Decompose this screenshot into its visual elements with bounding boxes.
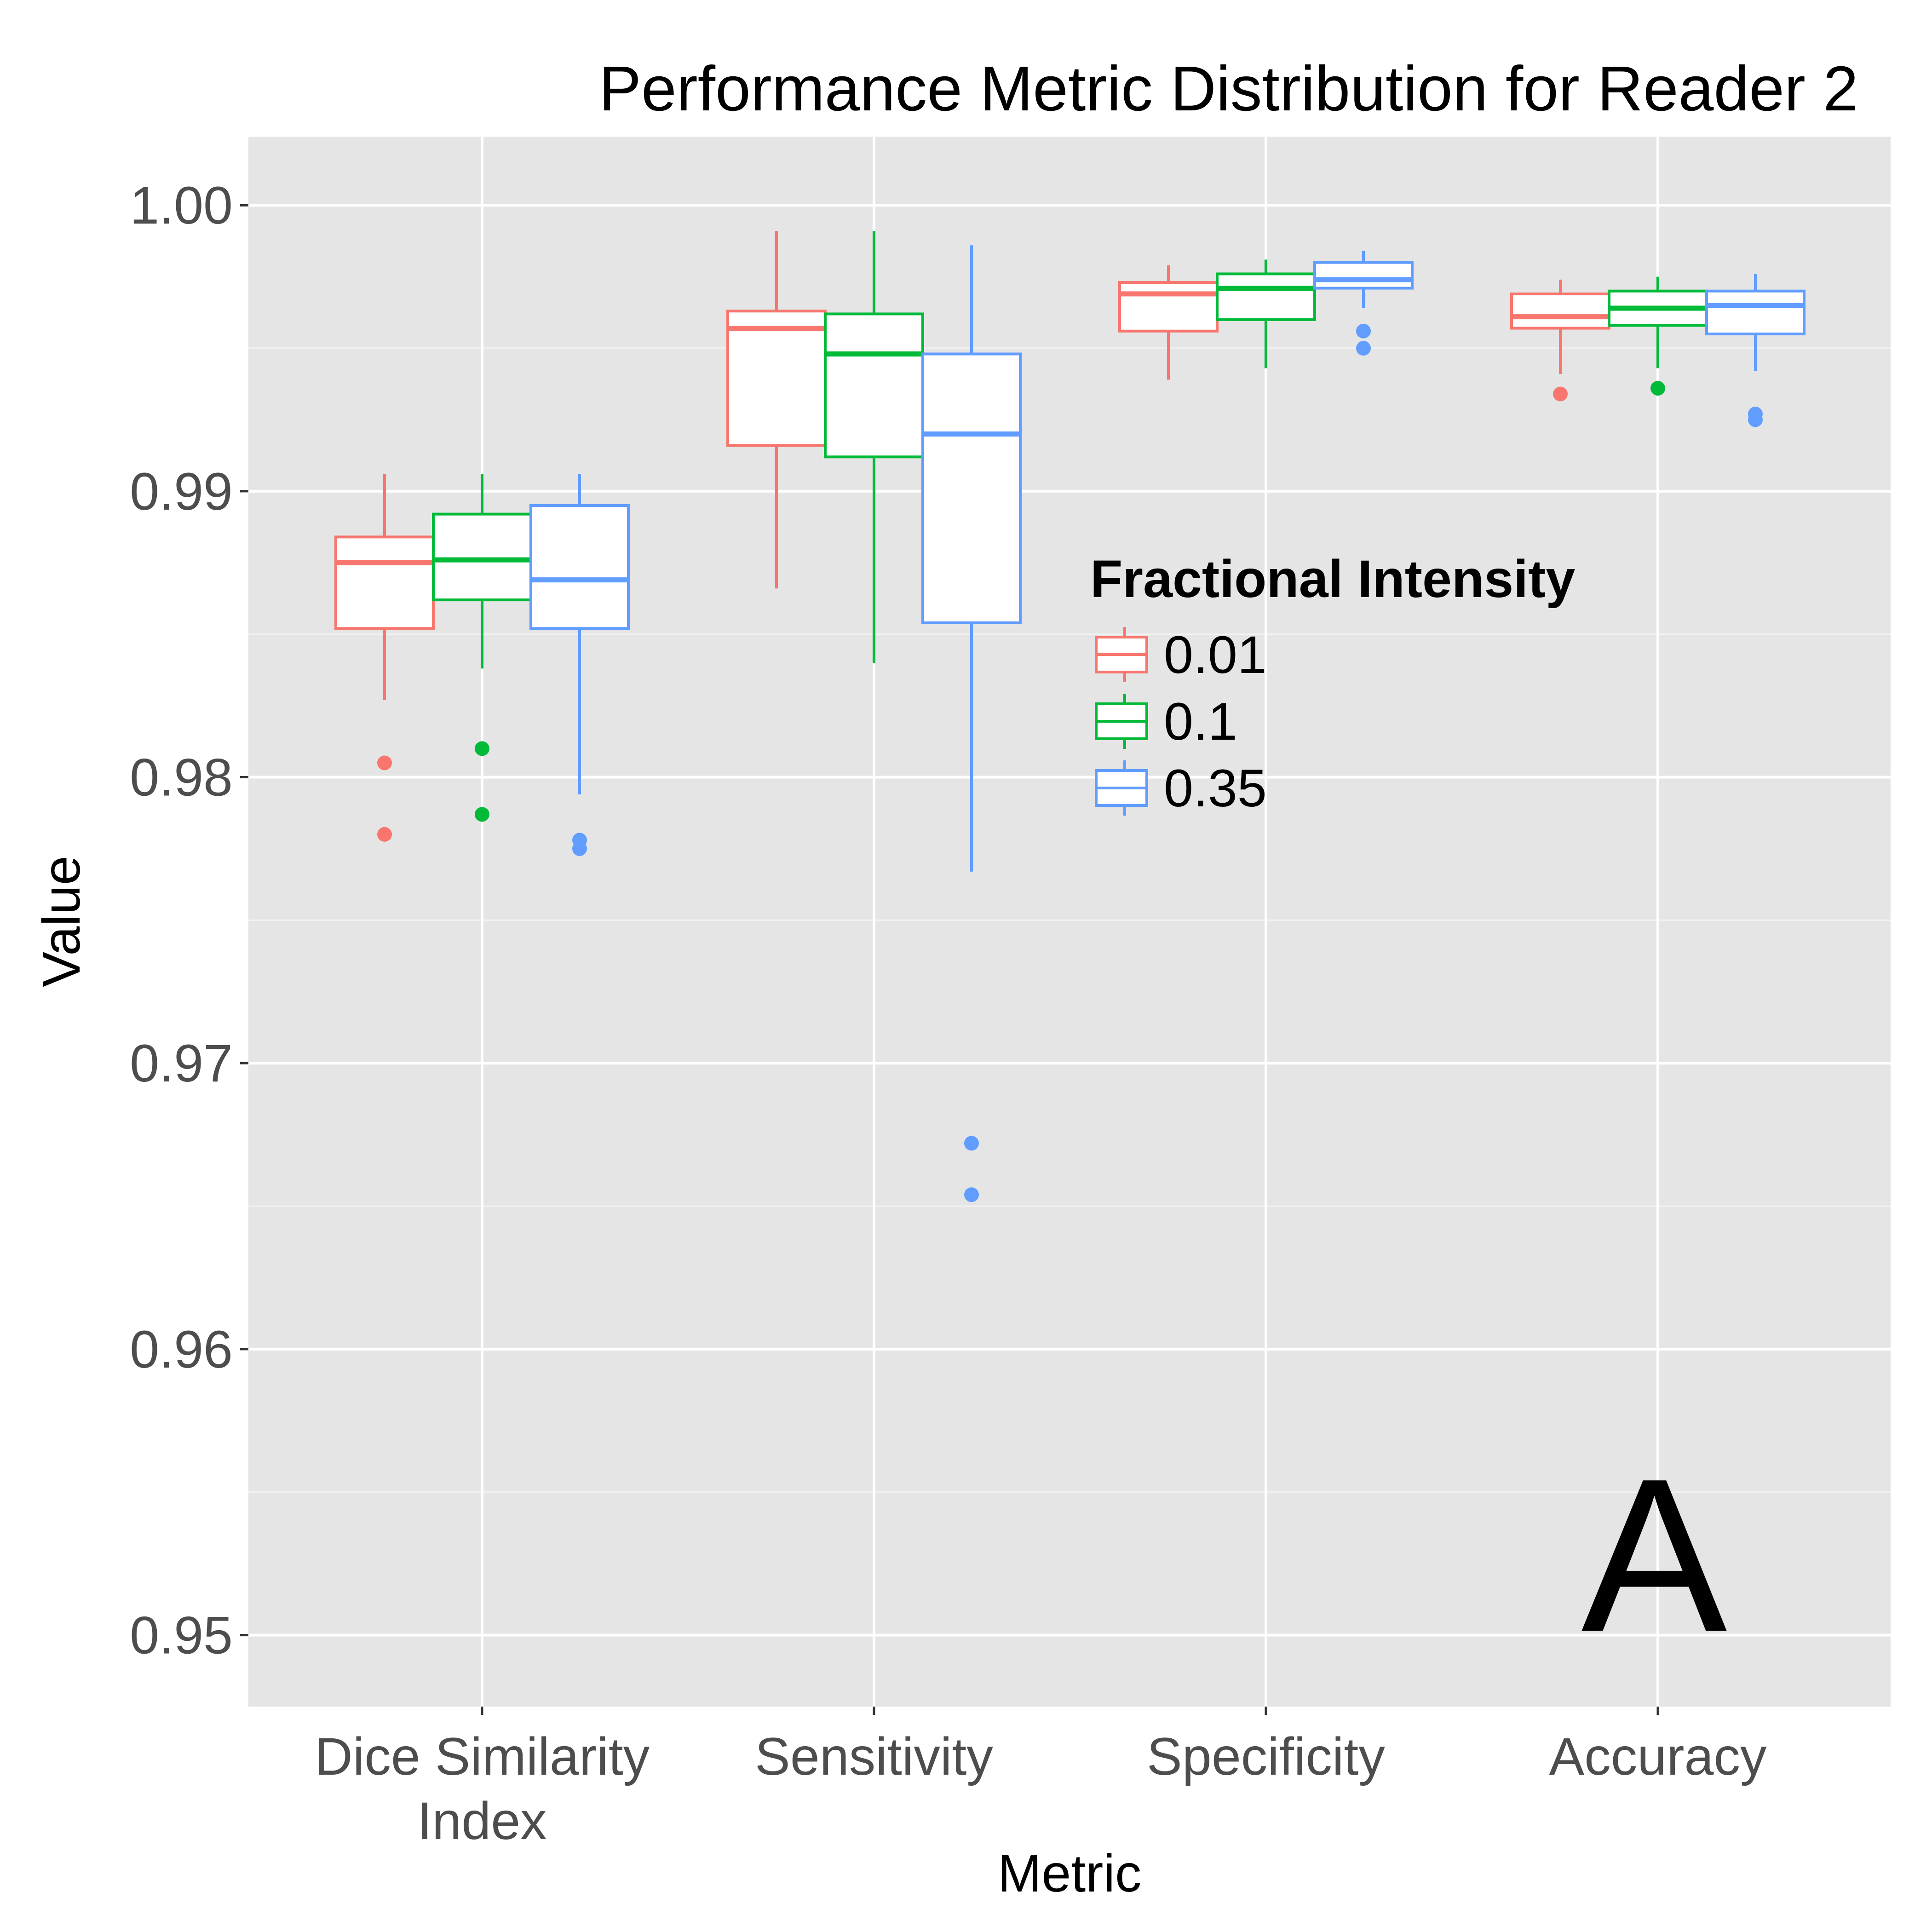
box-iqr bbox=[726, 310, 827, 447]
outlier-point bbox=[1356, 323, 1371, 339]
box-series bbox=[334, 231, 1806, 1202]
x-axis-title: Metric bbox=[997, 1844, 1141, 1903]
outlier-point bbox=[475, 807, 489, 822]
box-iqr bbox=[824, 312, 924, 459]
x-tick-label-line: Index bbox=[417, 1792, 546, 1851]
legend: Fractional Intensity 0.01 0.1 0.35 bbox=[1090, 550, 1575, 818]
legend-label: 0.35 bbox=[1164, 759, 1267, 818]
outlier-point bbox=[964, 1187, 979, 1202]
x-tick-label: Sensitivity bbox=[755, 1727, 993, 1786]
outlier-point bbox=[377, 827, 392, 842]
box-iqr bbox=[529, 504, 630, 630]
x-tick-label-line: Accuracy bbox=[1549, 1727, 1767, 1786]
y-tick-label: 0.99 bbox=[130, 462, 233, 521]
outlier-point bbox=[572, 841, 587, 856]
box-iqr bbox=[1510, 292, 1610, 330]
outlier-point bbox=[1553, 386, 1568, 402]
minor-gridlines bbox=[248, 347, 1891, 1493]
outlier-point bbox=[475, 741, 489, 756]
y-tick-label: 0.98 bbox=[130, 748, 233, 807]
outlier-point bbox=[1650, 381, 1665, 396]
chart-title: Performance Metric Distribution for Read… bbox=[599, 53, 1858, 124]
x-tick-label: Dice Similarity Index bbox=[315, 1727, 650, 1851]
x-tick-label: Specificity bbox=[1147, 1727, 1385, 1786]
y-tick-label: 0.97 bbox=[130, 1034, 233, 1093]
legend-label: 0.1 bbox=[1164, 692, 1237, 751]
box-iqr bbox=[1705, 289, 1806, 335]
y-axis-title: Value bbox=[32, 856, 91, 987]
x-axis: Dice Similarity Index Sensitivity Specifici… bbox=[315, 1707, 1767, 1851]
box-iqr bbox=[432, 512, 532, 602]
box-iqr bbox=[1216, 272, 1316, 321]
legend-key bbox=[1095, 760, 1148, 816]
y-tick-label: 0.96 bbox=[130, 1320, 233, 1379]
y-tick-label: 0.95 bbox=[130, 1606, 233, 1665]
box-iqr bbox=[921, 352, 1022, 624]
outlier-point bbox=[964, 1136, 979, 1151]
y-tick-label: 1.00 bbox=[130, 176, 233, 235]
x-tick-label-line: Sensitivity bbox=[755, 1727, 993, 1786]
box-iqr bbox=[1118, 281, 1219, 333]
x-tick-label-line: Specificity bbox=[1147, 1727, 1385, 1786]
legend-label: 0.01 bbox=[1164, 626, 1267, 684]
plot-panel bbox=[248, 137, 1891, 1707]
y-axis: 0.95 0.96 0.97 0.98 0.99 1.00 bbox=[130, 176, 248, 1665]
box-iqr bbox=[1313, 261, 1414, 290]
legend-key bbox=[1095, 627, 1148, 682]
legend-title: Fractional Intensity bbox=[1090, 550, 1575, 609]
panel-label: A bbox=[1581, 1433, 1728, 1677]
x-tick-label-line: Dice Similarity bbox=[315, 1727, 650, 1786]
box-iqr bbox=[334, 535, 435, 630]
x-tick-label: Accuracy bbox=[1549, 1727, 1767, 1786]
outlier-point bbox=[1356, 341, 1371, 356]
outlier-point bbox=[1748, 412, 1763, 427]
legend-key bbox=[1095, 694, 1148, 749]
outlier-point bbox=[377, 755, 392, 770]
